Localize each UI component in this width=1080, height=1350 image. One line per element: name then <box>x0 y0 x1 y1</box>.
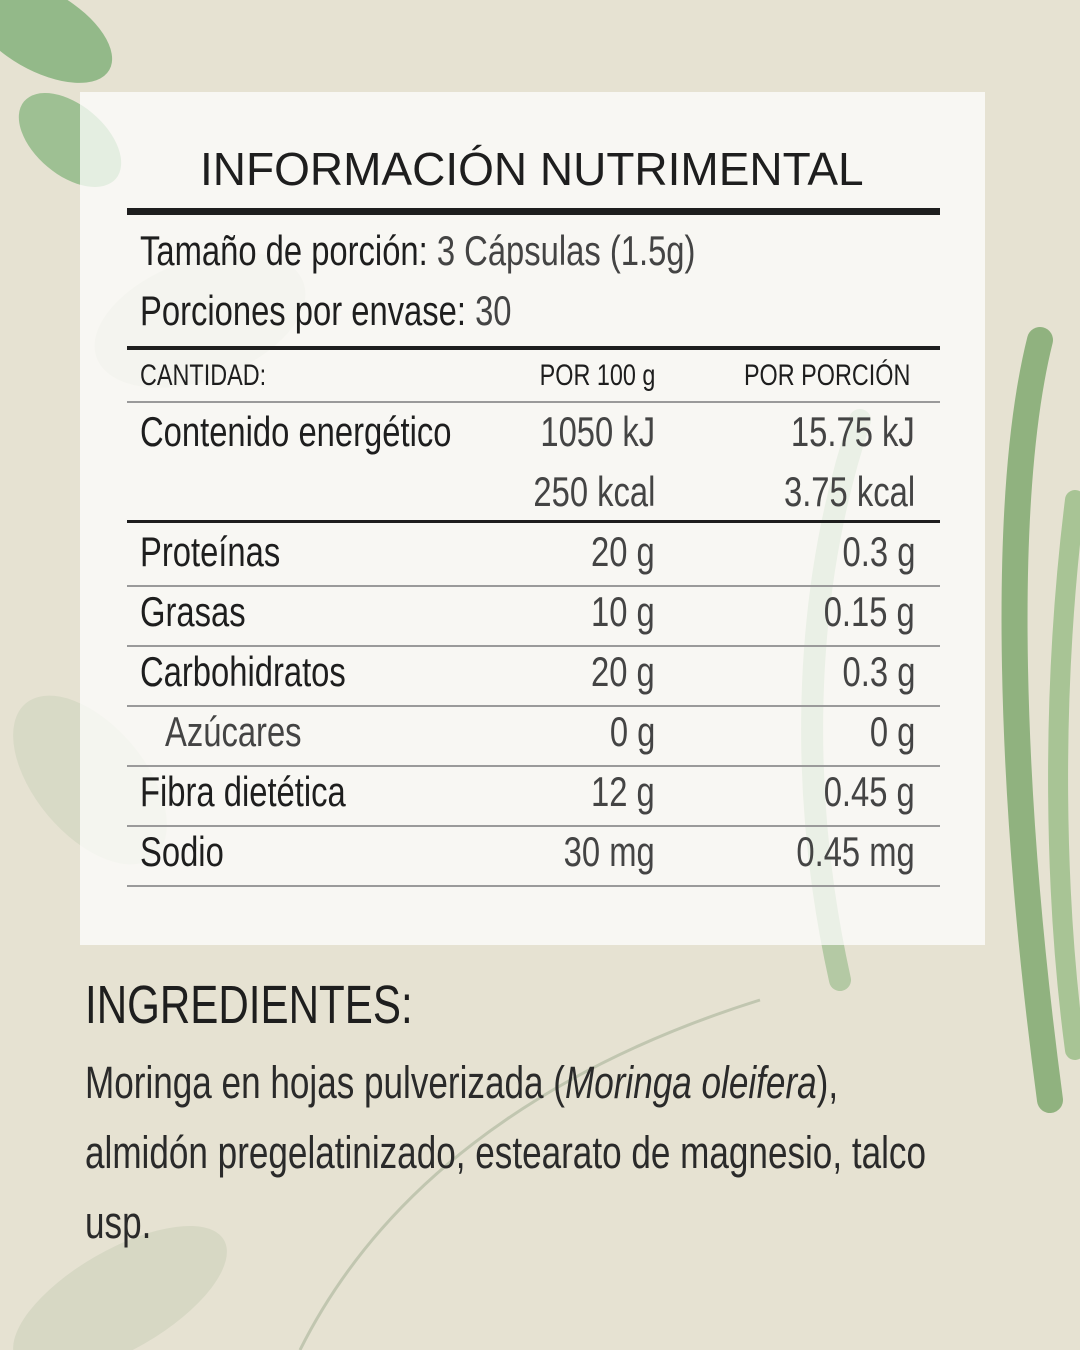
per-serving: 0.3 g <box>842 648 915 695</box>
energy-per-serving: 15.75 kJ <box>791 408 915 455</box>
serving-size-value: 3 Cápsulas (1.5g) <box>436 227 696 274</box>
ingredients-text: Moringa en hojas pulverizada (Moringa ol… <box>85 1048 943 1258</box>
label-panel <box>80 92 985 945</box>
energy-per-100g: 250 kcal <box>532 468 655 515</box>
energy-name: Contenido energético <box>140 408 452 455</box>
per-100g: 12 g <box>591 768 655 815</box>
rule <box>127 208 940 215</box>
per-serving: 0 g <box>869 708 915 755</box>
row-rule <box>127 765 940 767</box>
servings-per-container: Porciones por envase: 30 <box>140 290 512 332</box>
per-100g: 20 g <box>591 528 655 575</box>
energy-per-serving: 3.75 kcal <box>783 468 915 515</box>
nutrient-name: Carbohidratos <box>140 648 346 695</box>
rule <box>127 346 940 350</box>
serving-size-label: Tamaño de porción: <box>140 227 428 274</box>
row-rule <box>127 585 940 587</box>
label-title: INFORMACIÓN NUTRIMENTAL <box>200 143 864 195</box>
per-100g: 30 mg <box>563 828 655 875</box>
row-rule <box>127 885 940 887</box>
row-rule <box>127 645 940 647</box>
ingredients-title: INGREDIENTES: <box>85 975 413 1035</box>
nutrient-name: Azúcares <box>165 708 302 755</box>
header-cell: POR 100 g <box>539 359 655 392</box>
per-100g: 20 g <box>591 648 655 695</box>
servings-label: Porciones por envase: <box>140 287 466 334</box>
rule <box>127 401 940 403</box>
nutrient-name: Proteínas <box>140 528 281 575</box>
row-rule <box>127 825 940 827</box>
per-serving: 0.45 g <box>823 768 915 815</box>
per-100g: 10 g <box>591 588 655 635</box>
nutrient-name: Fibra dietética <box>140 768 346 815</box>
ingredients-scientific-name: Moringa oleifera <box>564 1057 817 1108</box>
servings-value: 30 <box>475 287 512 334</box>
per-100g: 0 g <box>609 708 655 755</box>
header-cell: CANTIDAD: <box>140 359 267 392</box>
header-cell: POR PORCIÓN <box>743 359 910 392</box>
nutrient-name: Sodio <box>140 828 224 875</box>
per-serving: 0.45 mg <box>796 828 915 875</box>
nutrient-name: Grasas <box>140 588 246 635</box>
energy-per-100g: 1050 kJ <box>540 408 655 455</box>
ingredients-part: ), almidón pregelatinizado, estearato de… <box>85 1057 926 1248</box>
per-serving: 0.15 g <box>823 588 915 635</box>
per-serving: 0.3 g <box>842 528 915 575</box>
serving-size: Tamaño de porción: 3 Cápsulas (1.5g) <box>140 230 695 272</box>
rule <box>127 520 940 523</box>
ingredients-part: Moringa en hojas pulverizada ( <box>85 1057 565 1108</box>
row-rule <box>127 705 940 707</box>
